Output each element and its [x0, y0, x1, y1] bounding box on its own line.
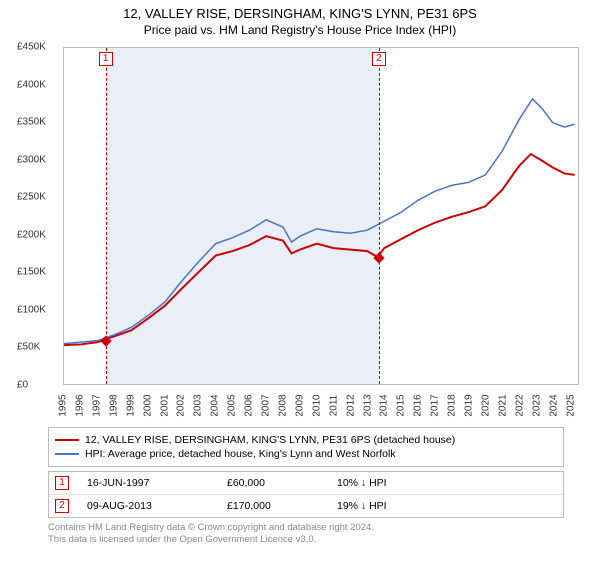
x-axis-label: 1997: [91, 394, 102, 416]
transaction-date: 09-AUG-2013: [87, 500, 227, 512]
footer-line1: Contains HM Land Registry data © Crown c…: [48, 522, 564, 534]
x-axis-label: 2000: [142, 394, 153, 416]
transaction-date: 16-JUN-1997: [87, 477, 227, 489]
x-axis-label: 2023: [531, 394, 542, 416]
y-axis-label: £50K: [17, 342, 40, 353]
x-axis-label: 1999: [125, 394, 136, 416]
y-axis-label: £0: [17, 380, 28, 391]
y-axis-label: £200K: [17, 229, 46, 240]
x-axis-label: 2008: [277, 394, 288, 416]
y-axis-label: £250K: [17, 192, 46, 203]
x-axis-label: 2018: [447, 394, 458, 416]
series-line: [64, 99, 575, 344]
x-axis-label: 2012: [345, 394, 356, 416]
legend-swatch: [55, 453, 79, 455]
y-axis-label: £350K: [17, 117, 46, 128]
legend-label: 12, VALLEY RISE, DERSINGHAM, KING'S LYNN…: [85, 434, 455, 446]
transaction-diff: 10% ↓ HPI: [337, 477, 557, 489]
event-marker: 1: [99, 52, 113, 66]
x-axis-label: 2017: [430, 394, 441, 416]
event-marker: 2: [372, 52, 386, 66]
x-axis-label: 2007: [261, 394, 272, 416]
chart-title: 12, VALLEY RISE, DERSINGHAM, KING'S LYNN…: [0, 6, 600, 21]
x-axis-label: 2002: [176, 394, 187, 416]
x-axis-label: 2014: [379, 394, 390, 416]
legend-item: HPI: Average price, detached house, King…: [55, 448, 557, 460]
transaction-diff: 19% ↓ HPI: [337, 500, 557, 512]
x-axis-label: 2019: [464, 394, 475, 416]
x-axis-label: 2010: [311, 394, 322, 416]
legend-item: 12, VALLEY RISE, DERSINGHAM, KING'S LYNN…: [55, 434, 557, 446]
footer-attribution: Contains HM Land Registry data © Crown c…: [48, 522, 564, 547]
series-line: [64, 154, 575, 345]
x-axis-label: 1996: [74, 394, 85, 416]
chart-lines: [64, 48, 578, 384]
legend: 12, VALLEY RISE, DERSINGHAM, KING'S LYNN…: [48, 427, 564, 467]
x-axis-label: 2025: [565, 394, 576, 416]
footer-line2: This data is licensed under the Open Gov…: [48, 534, 564, 546]
transaction-marker: 1: [55, 476, 69, 490]
transaction-price: £170,000: [227, 500, 337, 512]
x-axis-label: 2021: [497, 394, 508, 416]
y-axis-label: £300K: [17, 154, 46, 165]
x-axis-label: 1998: [108, 394, 119, 416]
x-axis-label: 2022: [514, 394, 525, 416]
x-axis-label: 2009: [294, 394, 305, 416]
x-axis-label: 2024: [548, 394, 559, 416]
plot-area: 12: [63, 47, 579, 385]
transaction-marker: 2: [55, 499, 69, 513]
x-axis-label: 2006: [244, 394, 255, 416]
x-axis-label: 1995: [58, 394, 69, 416]
legend-swatch: [55, 439, 79, 441]
x-axis-label: 2013: [362, 394, 373, 416]
x-axis-label: 2005: [227, 394, 238, 416]
y-axis-label: £100K: [17, 304, 46, 315]
chart-container: 12 £0£50K£100K£150K£200K£250K£300K£350K£…: [15, 43, 585, 423]
legend-label: HPI: Average price, detached house, King…: [85, 448, 396, 460]
transaction-row: 2 09-AUG-2013£170,00019% ↓ HPI: [49, 494, 563, 517]
x-axis-label: 2020: [480, 394, 491, 416]
x-axis-label: 2004: [210, 394, 221, 416]
transaction-price: £60,000: [227, 477, 337, 489]
x-axis-label: 2015: [396, 394, 407, 416]
x-axis-label: 2016: [413, 394, 424, 416]
x-axis-label: 2001: [159, 394, 170, 416]
x-axis-label: 2011: [328, 395, 339, 417]
chart-subtitle: Price paid vs. HM Land Registry's House …: [0, 23, 600, 37]
y-axis-label: £150K: [17, 267, 46, 278]
event-line: [379, 48, 380, 384]
transaction-row: 1 16-JUN-1997£60,00010% ↓ HPI: [49, 472, 563, 494]
event-line: [106, 48, 107, 384]
y-axis-label: £450K: [17, 42, 46, 53]
y-axis-label: £400K: [17, 79, 46, 90]
transactions-table: 1 16-JUN-1997£60,00010% ↓ HPI 2 09-AUG-2013…: [48, 471, 564, 518]
x-axis-label: 2003: [193, 394, 204, 416]
